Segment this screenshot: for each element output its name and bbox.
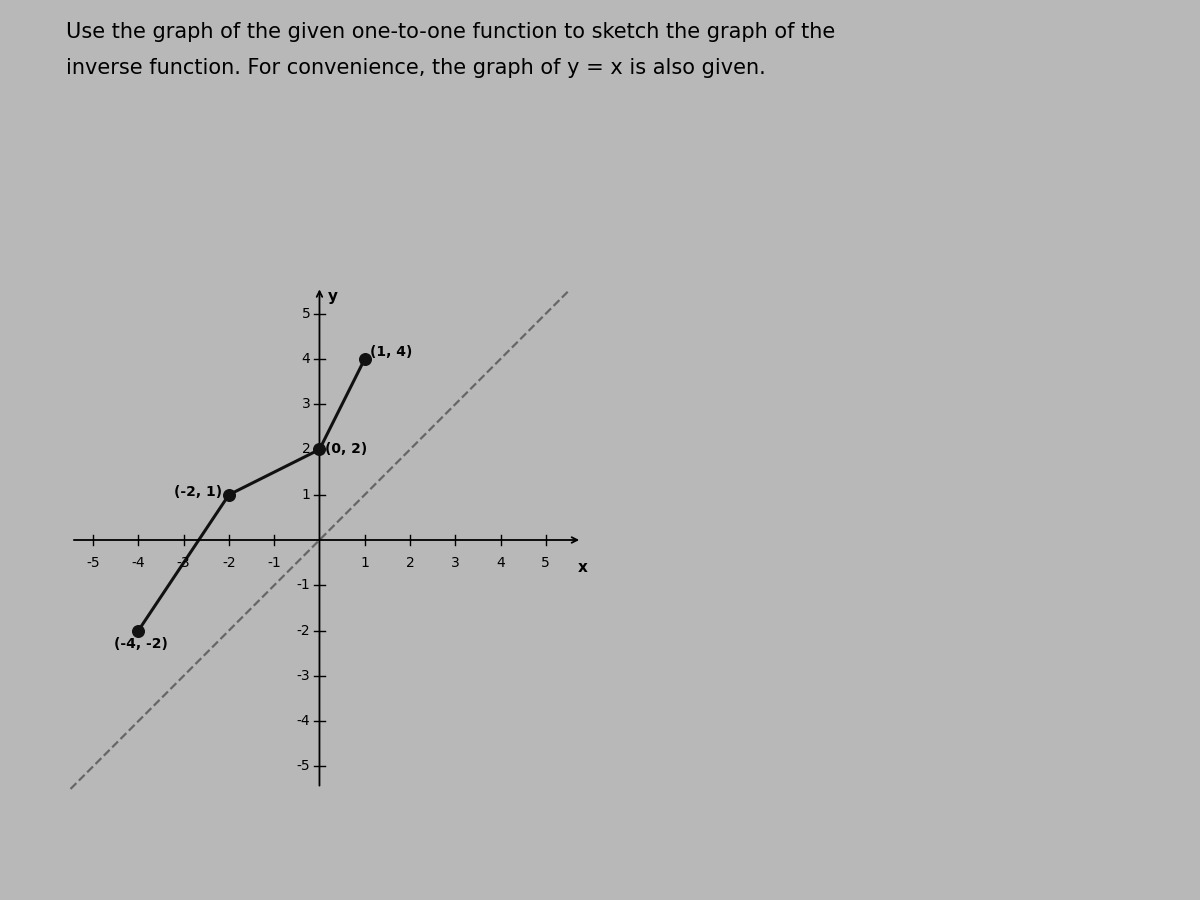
Text: (-4, -2): (-4, -2) [114,637,168,652]
Text: 2: 2 [301,443,311,456]
Text: -2: -2 [222,556,235,570]
Text: 5: 5 [301,307,311,320]
Text: -3: -3 [176,556,191,570]
Text: 4: 4 [301,352,311,366]
Text: x: x [577,561,587,575]
Point [310,442,329,456]
Text: 3: 3 [451,556,460,570]
Text: -3: -3 [296,669,311,683]
Text: -5: -5 [86,556,100,570]
Point [128,624,148,638]
Point [355,352,374,366]
Text: 1: 1 [301,488,311,501]
Text: 2: 2 [406,556,414,570]
Text: -1: -1 [296,579,311,592]
Text: -4: -4 [132,556,145,570]
Text: (1, 4): (1, 4) [370,345,413,359]
Point [220,488,239,502]
Text: 5: 5 [541,556,550,570]
Text: (0, 2): (0, 2) [325,443,367,456]
Text: 1: 1 [360,556,370,570]
Text: -5: -5 [296,760,311,773]
Text: Use the graph of the given one-to-one function to sketch the graph of the: Use the graph of the given one-to-one fu… [66,22,835,42]
Text: -1: -1 [268,556,281,570]
Text: (-2, 1): (-2, 1) [174,485,222,500]
Text: -2: -2 [296,624,311,637]
Text: y: y [328,289,337,304]
Text: 3: 3 [301,397,311,411]
Text: -4: -4 [296,714,311,728]
Text: inverse function. For convenience, the graph of y = x is also given.: inverse function. For convenience, the g… [66,58,766,78]
Text: 4: 4 [496,556,505,570]
